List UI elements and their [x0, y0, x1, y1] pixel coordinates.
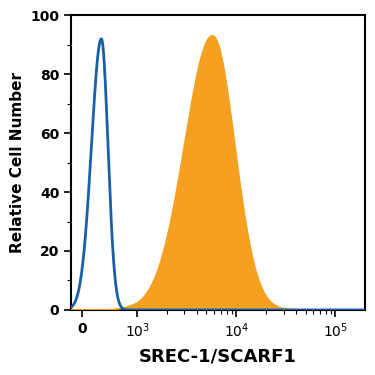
X-axis label: SREC-1/SCARF1: SREC-1/SCARF1: [139, 347, 297, 365]
Y-axis label: Relative Cell Number: Relative Cell Number: [10, 72, 25, 253]
